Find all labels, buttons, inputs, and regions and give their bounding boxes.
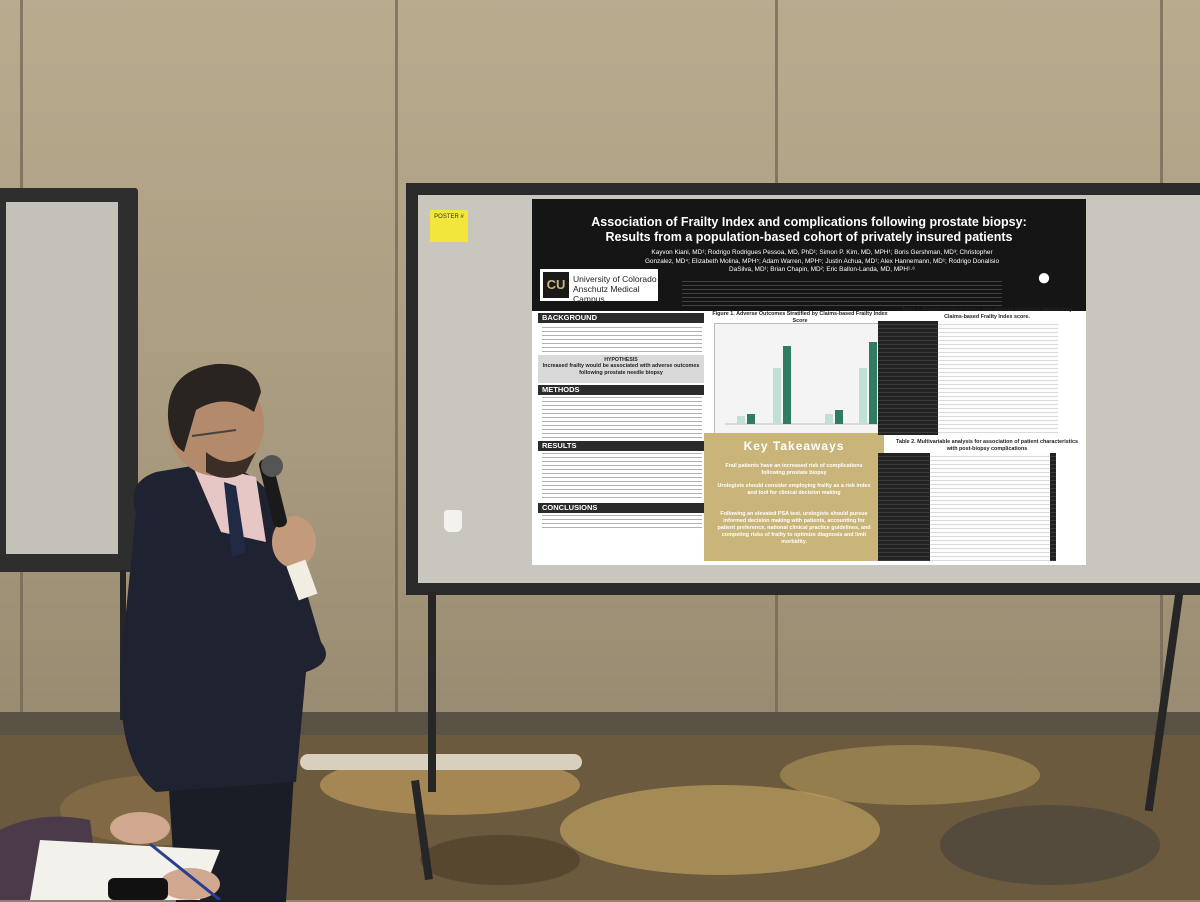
figure-bar: [747, 414, 755, 424]
figure-bar: [783, 346, 791, 424]
figure-bar: [835, 410, 843, 424]
cu-logo-mark: CU: [543, 272, 569, 298]
research-poster: Association of Frailty Index and complic…: [532, 199, 1086, 565]
logo-text-line1: University of Colorado: [573, 274, 657, 284]
poster-tube: [300, 754, 582, 770]
buffalo-logo-icon: ●: [1036, 264, 1052, 291]
figure1-title: Figure 1. Adverse Outcomes Stratified by…: [712, 311, 888, 324]
hypothesis-box: HYPOTHESIS Increased frailty would be as…: [538, 355, 704, 383]
key-takeaways-box: Key Takeaways Frail patients have an inc…: [704, 433, 884, 561]
attendee-hand-with-notes: [0, 812, 221, 900]
figure1-bar-chart: [714, 323, 886, 435]
section-methods: METHODS: [538, 385, 704, 395]
poster-authors: Kayvon Kiani, MD¹; Rodrigo Rodrigues Pes…: [644, 249, 1000, 273]
logo-text-line2: Anschutz Medical Campus: [573, 284, 640, 304]
takeaway-item: Following an elevated PSA test, urologis…: [717, 511, 871, 545]
poster-title: Association of Frailty Index and complic…: [572, 215, 1046, 245]
hypothesis-label: HYPOTHESIS: [604, 357, 638, 363]
background-text: [542, 327, 702, 353]
university-logo: CU University of Colorado Anschutz Medic…: [540, 269, 658, 304]
poster-title-line1: Association of Frailty Index and complic…: [591, 215, 1027, 229]
poster-header: Association of Frailty Index and complic…: [532, 199, 1086, 311]
section-conclusions: CONCLUSIONS: [538, 503, 704, 513]
methods-text: [542, 397, 702, 439]
section-results: RESULTS: [538, 441, 704, 451]
wall-seam: [395, 0, 398, 740]
table2: [878, 453, 1056, 561]
table1-title: Table 1. Patient characteristics and adv…: [901, 307, 1073, 320]
paper-cup: [444, 510, 462, 532]
takeaway-item: Frail patients have an increased risk of…: [725, 463, 863, 476]
hypothesis-text: Increased frailty would be associated wi…: [542, 363, 700, 376]
results-text: [542, 453, 702, 501]
takeaway-item: Urologists should consider employing fra…: [717, 483, 871, 496]
conclusions-text: [542, 515, 702, 529]
poster-number-note: POSTER #: [430, 210, 468, 242]
poster-title-line2: Results from a population-based cohort o…: [605, 230, 1013, 244]
table1: [878, 321, 1058, 435]
left-poster-board: [0, 188, 138, 572]
board-leg: [428, 592, 436, 792]
figure-bar: [859, 368, 867, 424]
section-background: BACKGROUND: [538, 313, 704, 323]
figure-bar: [869, 342, 877, 424]
table2-title: Table 2. Multivariable analysis for asso…: [895, 439, 1079, 452]
figure-bar: [825, 414, 833, 424]
figure-bar: [737, 416, 745, 424]
figure-bar: [773, 368, 781, 424]
poster-affiliations: [682, 281, 1002, 307]
key-takeaways-heading: Key Takeaways: [743, 439, 845, 453]
